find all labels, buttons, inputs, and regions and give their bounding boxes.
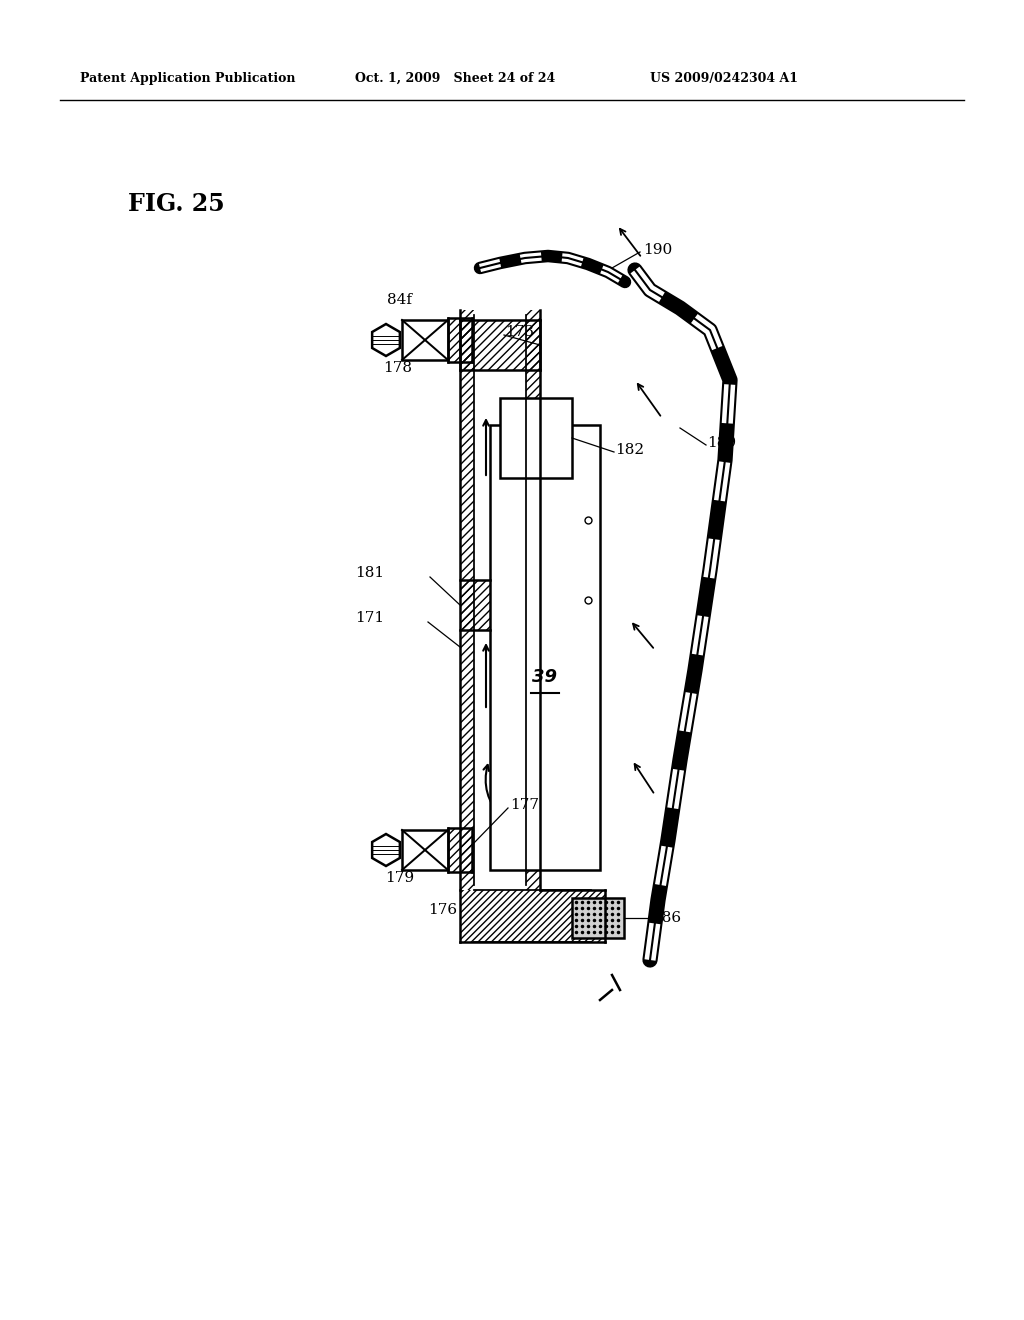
Text: 177: 177 xyxy=(510,799,539,812)
Text: FIG. 25: FIG. 25 xyxy=(128,191,224,216)
Text: 178: 178 xyxy=(383,360,412,375)
Text: 176: 176 xyxy=(428,903,457,917)
Text: 189: 189 xyxy=(707,436,736,450)
Bar xyxy=(526,310,540,890)
Text: 39: 39 xyxy=(532,668,557,686)
Text: Oct. 1, 2009   Sheet 24 of 24: Oct. 1, 2009 Sheet 24 of 24 xyxy=(355,73,555,84)
Bar xyxy=(460,319,540,370)
Text: 179: 179 xyxy=(385,871,414,884)
Bar xyxy=(402,830,449,870)
Text: 186: 186 xyxy=(652,911,681,925)
Text: 173: 173 xyxy=(505,325,534,339)
Bar xyxy=(572,898,624,939)
Bar xyxy=(460,579,490,630)
Bar xyxy=(402,319,449,360)
Text: Patent Application Publication: Patent Application Publication xyxy=(80,73,296,84)
Text: 84f: 84f xyxy=(387,293,412,308)
Bar xyxy=(449,318,472,362)
Bar xyxy=(449,828,472,873)
Text: 171: 171 xyxy=(355,611,384,624)
Text: 190: 190 xyxy=(643,243,672,257)
Bar xyxy=(500,399,572,478)
Text: US 2009/0242304 A1: US 2009/0242304 A1 xyxy=(650,73,798,84)
Polygon shape xyxy=(372,323,399,356)
Bar xyxy=(490,425,600,870)
Polygon shape xyxy=(372,834,399,866)
Bar xyxy=(460,310,474,890)
Text: 182: 182 xyxy=(615,444,644,457)
Text: 181: 181 xyxy=(355,566,384,579)
Bar xyxy=(460,890,605,942)
